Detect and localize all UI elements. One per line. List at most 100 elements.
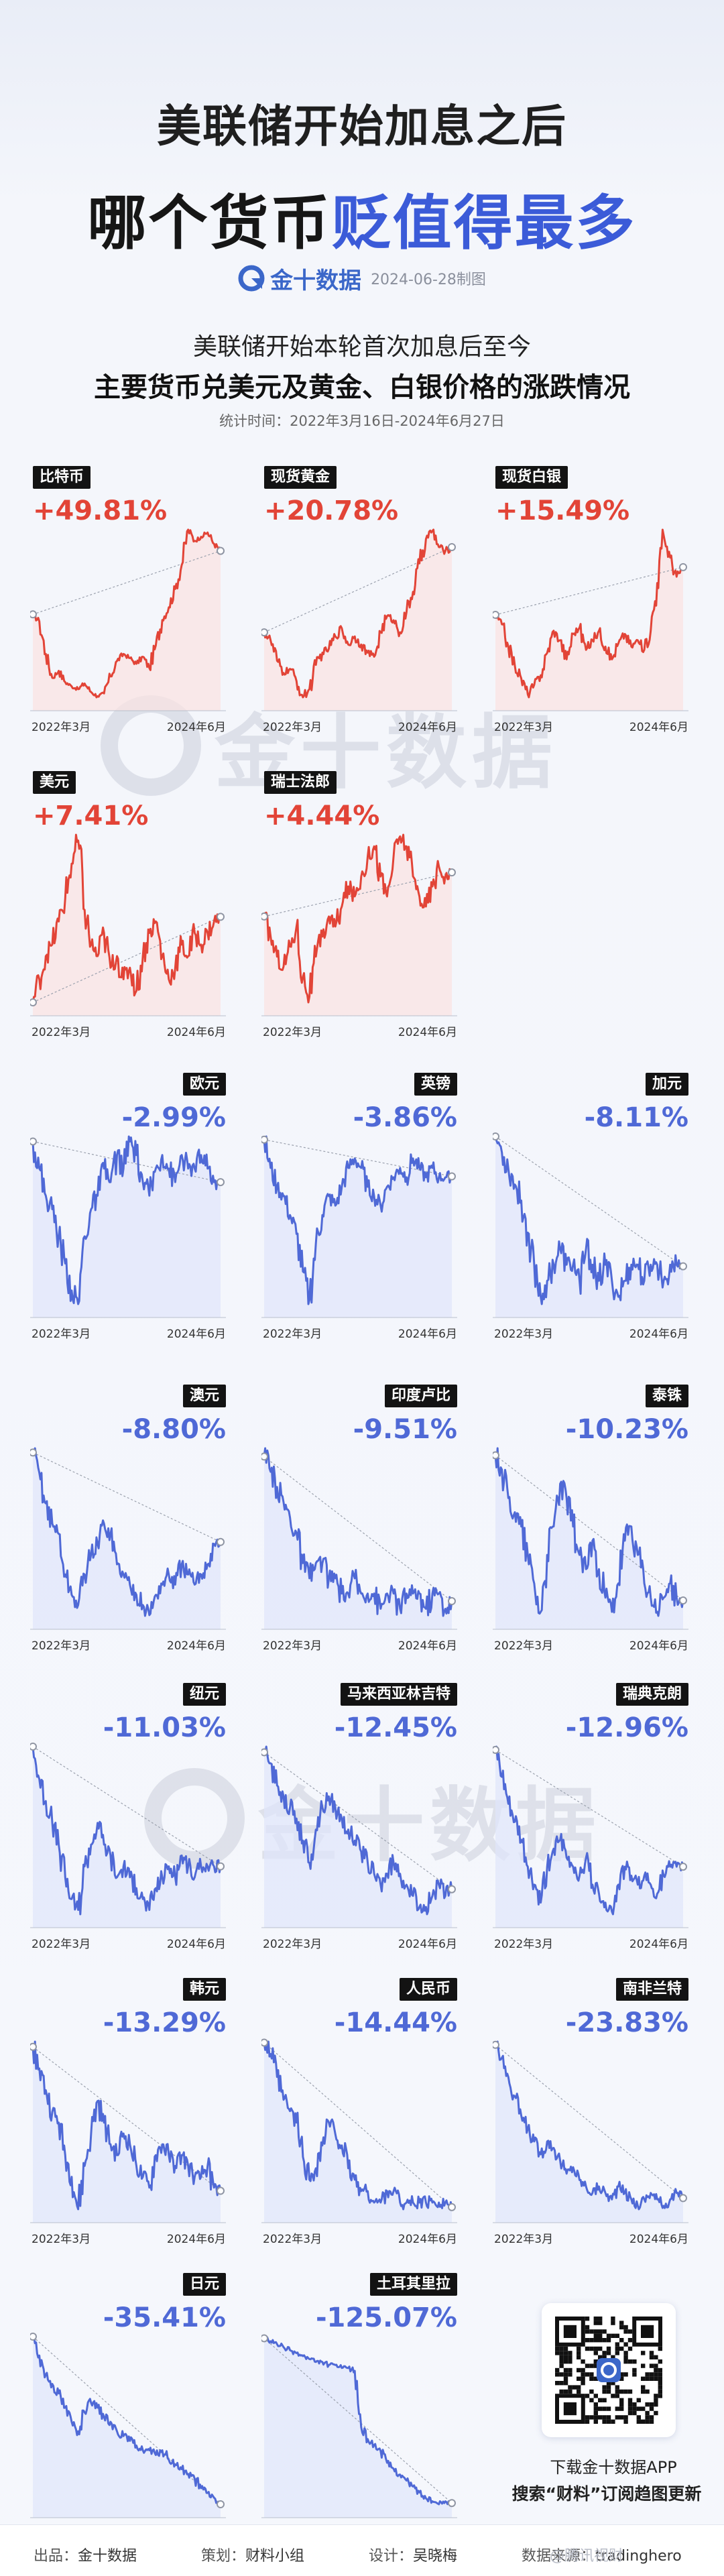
chart-start-point [30,610,37,619]
chart-label: 英镑 [414,1073,457,1096]
x-tick-label-start: 2022年3月 [263,1639,322,1653]
chart-panel: 韩元 -13.29% 2022年3月 2024年6月 [30,1978,231,2260]
chart-start-point [261,2334,268,2343]
chart-label: 土耳其里拉 [369,2273,457,2296]
chart-panel: 马来西亚林吉特 -12.45% 2022年3月 2024年6月 [261,1683,463,1965]
x-tick-label-end: 2024年6月 [629,2233,688,2246]
chart-panel: 比特币 +49.81% 2022年3月 2024年6月 [30,466,231,748]
chart-area [264,1747,452,1928]
footer-design-label: 设计： [369,2548,414,2565]
chart-label: 现货黄金 [264,466,337,489]
title-blue-part: 贬值得最多 [331,188,637,257]
chart-start-point [261,2038,268,2047]
subtitle-2: 主要货币兑美元及黄金、白银价格的涨跌情况 [94,372,630,403]
chart-change-value: -11.03% [103,1712,226,1743]
chart-change-value: +15.49% [495,495,630,526]
chart-trend-line [495,567,684,616]
chart-label: 马来西亚林吉特 [340,1683,457,1706]
qr-code[interactable] [542,2303,676,2437]
chart-label: 比特币 [33,466,91,489]
chart-end-point [217,1178,225,1187]
brand-date: 2024-06-28制图 [371,272,486,288]
chart-series-line [263,1447,453,1617]
x-tick-label-end: 2024年6月 [166,2233,226,2246]
footer-design-value: 吴晓梅 [413,2548,458,2565]
chart-label: 现货白银 [495,466,568,489]
chart-panel: 南非兰特 -23.83% 2022年3月 2024年6月 [493,1978,694,2260]
chart-change-value: -125.07% [315,2302,457,2333]
chart-svg [493,1132,688,1318]
qr-caption-2: 搜索“财料”订阅趋图更新 [511,2484,702,2504]
chart-svg [30,833,226,1016]
chart-area [495,1448,683,1629]
chart-end-point [217,1537,225,1546]
watermark-1: 金十数据 [101,687,558,804]
chart-end-point [217,913,225,921]
chart-svg [493,1447,688,1630]
chart-series-line [32,2040,222,2211]
x-tick-label-start: 2022年3月 [263,1328,322,1341]
chart-svg [30,2040,226,2223]
x-tick-label-end: 2024年6月 [629,1328,688,1341]
chart-trend-line [263,2042,452,2208]
chart-change-value: +20.78% [264,495,399,526]
chart-svg [261,833,457,1016]
x-tick-label-start: 2022年3月 [32,1328,91,1341]
chart-start-point [493,2040,499,2049]
chart-svg [30,1743,226,1928]
chart-svg [30,1135,226,1318]
chart-change-value: -8.11% [584,1102,688,1133]
chart-label: 加元 [645,1073,688,1096]
qr-finder-pattern [632,2317,662,2347]
chart-svg [493,1745,688,1928]
chart-panel: 人民币 -14.44% 2022年3月 2024年6月 [261,1978,463,2260]
brand-name: 金十数据 [270,267,362,294]
chart-series-line [263,2040,453,2211]
x-tick-label-start: 2022年3月 [494,2233,554,2246]
chart-change-value: -35.41% [103,2302,226,2333]
chart-series-line [263,1745,453,1916]
footer-data-source: 数据来源：tradinghero [522,2544,682,2565]
chart-trend-line [32,550,221,615]
chart-change-value: -12.45% [334,1712,457,1743]
chart-end-point [448,2499,456,2508]
footer-data-value: tradinghero [595,2548,682,2565]
chart-area [33,835,221,1016]
chart-trend-line [32,1746,221,1867]
chart-start-point [30,1137,37,1146]
x-tick-label-end: 2024年6月 [166,1026,226,1039]
brand-logo-icon [238,265,265,292]
chart-start-point [493,611,499,620]
chart-area [33,1747,221,1928]
chart-trend-line [495,2044,684,2199]
chart-label: 澳元 [182,1385,226,1407]
qr-finder-center [563,2325,577,2338]
x-tick-label-start: 2022年3月 [263,1938,322,1951]
x-tick-label-end: 2024年6月 [166,721,226,734]
chart-panel: 纽元 -11.03% 2022年3月 2024年6月 [30,1683,231,1965]
chart-area [264,835,452,1016]
chart-end-point [679,1262,687,1271]
chart-series-line [32,1135,221,1305]
x-tick-label-start: 2022年3月 [494,1639,554,1653]
chart-change-value: -2.99% [121,1102,226,1133]
chart-start-point [30,998,37,1006]
chart-series-line [263,2335,452,2506]
chart-start-point [493,1745,499,1754]
chart-trend-line [263,2338,452,2504]
chart-start-point [493,1132,499,1140]
x-tick-label-start: 2022年3月 [32,721,91,734]
chart-label: 泰铢 [645,1385,688,1407]
x-tick-label-end: 2024年6月 [166,1639,226,1653]
chart-svg [30,528,226,711]
chart-area [33,1136,221,1318]
chart-area [264,1448,452,1629]
footer: 出品：金十数据 策划：财料小组 设计：吴晓梅 数据来源：tradinghero [0,2524,724,2576]
chart-series-line [32,833,222,1003]
main-title-line2: 哪个货币贬值得最多 [0,176,724,261]
chart-start-point [261,628,268,637]
chart-trend-line [495,1136,684,1267]
chart-series-line [263,833,452,1004]
chart-svg [30,2333,226,2518]
x-tick-label-end: 2024年6月 [629,1938,688,1951]
